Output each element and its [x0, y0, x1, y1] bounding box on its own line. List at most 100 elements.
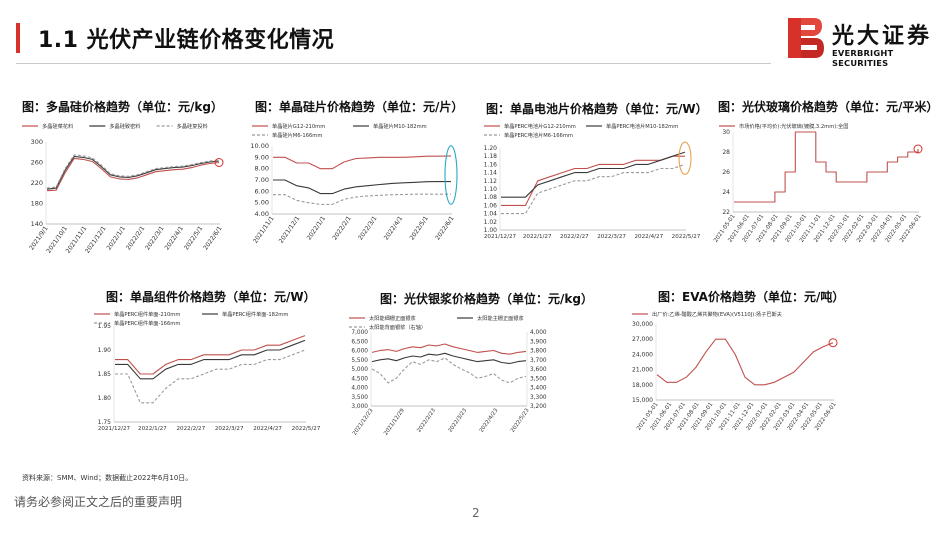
y-tick-label: 30,000: [632, 321, 653, 328]
y-tick-label: 1.00: [484, 227, 498, 234]
y-tick-label-right: 3,800: [530, 349, 547, 355]
legend-label: 单晶硅片G12-210mm: [272, 122, 325, 130]
y-tick-label: 1.18: [484, 153, 498, 160]
highlight-circle: [828, 338, 838, 348]
x-tick-label: 2022/4/23: [479, 408, 500, 434]
series-line-3: [273, 193, 451, 205]
y-tick-label: 5,500: [351, 358, 368, 364]
y-tick-label: 24: [722, 189, 730, 196]
x-tick-label: 2022/5/1: [408, 215, 430, 242]
series-line-3: [115, 349, 306, 404]
chart-title-module: 图：单晶组件价格趋势（单位：元/W）: [106, 290, 316, 304]
y-tick-label: 1.20: [484, 145, 498, 152]
chart-legend: 出厂价:乙烯-醋酸乙烯共聚物(EVA)(V5110J):扬子巴斯夫: [632, 310, 783, 318]
title-accent-bar: [16, 23, 20, 53]
chart-wafer: 单晶硅片G12-210mm 单晶硅片M10-182mm 单晶硅片M6-166mm 4.…: [238, 118, 460, 245]
legend-label: 太阳能背面银浆（右轴）: [369, 323, 426, 331]
page-number: 2: [472, 506, 480, 520]
legend-label: 多晶硅菜花料: [42, 122, 73, 130]
x-tick-label: 2021/12/27: [98, 426, 131, 432]
chart-legend: 单晶PERC电池片G12-210mm 单晶PERC电池片M10-182mm 单晶PE…: [484, 122, 678, 139]
y-tick-label: 5.00: [255, 199, 269, 207]
x-tick-label: 2022/1/27: [523, 234, 552, 240]
y-tick-label: 1.08: [484, 194, 498, 201]
chart-title-wafer: 图：单晶硅片价格趋势（单位：元/片）: [255, 100, 464, 114]
y-tick-label: 1.10: [484, 186, 498, 193]
y-tick-label-right: 3,200: [530, 404, 547, 410]
y-tick-label: 220: [31, 179, 43, 187]
header-divider: [16, 63, 771, 64]
highlight-circle: [214, 158, 224, 167]
y-tick-label: 180: [31, 200, 43, 208]
x-tick-label: 2022/5/23: [510, 408, 531, 434]
logo-text-en: EVERBRIGHT SECURITIES: [832, 48, 894, 68]
series-line-1: [501, 155, 685, 206]
chart-legend: 市场价格(平均价):光伏玻璃(镀膜,3.2mm):全国: [719, 122, 848, 130]
legend-label: 太阳能主栅正面银浆: [477, 314, 524, 322]
y-tick-label: 15,000: [632, 397, 653, 404]
legend-label: 单晶PERC组件单面-166mm: [114, 319, 180, 327]
x-tick-label: 2022/3/27: [215, 426, 244, 432]
legend-label: 多晶硅致密料: [109, 122, 140, 130]
x-tick-label: 2021/11/1: [252, 215, 276, 245]
series-line-1: [46, 157, 220, 192]
y-tick-label: 1.14: [484, 170, 498, 177]
legend-label: 单晶硅片M6-166mm: [272, 131, 322, 139]
chart-legend: 多晶硅菜花料 多晶硅致密料 多晶硅复投料: [22, 122, 208, 130]
x-tick-label: 2022/4/1: [383, 215, 405, 242]
legend-label: 单晶PERC电池片M6-166mm: [504, 131, 573, 139]
y-tick-label: 8.00: [255, 165, 269, 173]
y-tick-label-right: 3,700: [530, 358, 547, 364]
series-line-2: [115, 339, 306, 380]
y-tick-label-right: 3,900: [530, 339, 547, 345]
source-note: 资料来源：SMM、Wind；数据截止2022年6月10日。: [22, 474, 193, 482]
y-tick-label: 6.00: [255, 187, 269, 195]
y-tick-label: 260: [31, 159, 43, 167]
legend-label: 市场价格(平均价):光伏玻璃(镀膜,3.2mm):全国: [739, 122, 848, 130]
series-line-1: [656, 338, 834, 386]
highlight-circle: [913, 144, 923, 154]
highlight-ellipse: [678, 141, 692, 175]
x-tick-label: 2022/5/27: [672, 234, 701, 240]
logo-text-cn: 光大证券: [832, 24, 933, 49]
y-tick-label: 26: [722, 169, 730, 176]
y-tick-label: 1.75: [98, 419, 112, 426]
legend-label: 单晶PERC组件单面-182mm: [222, 310, 288, 318]
y-tick-label: 4,000: [351, 386, 368, 392]
y-tick-label: 1.85: [98, 371, 112, 378]
chart-glass: 市场价格(平均价):光伏玻璃(镀膜,3.2mm):全国 22 24 26 28 30 202…: [705, 118, 927, 244]
y-tick-label: 28: [722, 149, 730, 156]
y-tick-label: 5,000: [351, 367, 368, 373]
chart-polysilicon: 多晶硅菜花料 多晶硅致密料 多晶硅复投料 140 180 220 260 300 2021/9/…: [8, 118, 230, 255]
chart-legend: 单晶PERC组件单面-210mm 单晶PERC组件单面-182mm 单晶PERC组件…: [94, 310, 288, 327]
y-tick-label: 4,500: [351, 376, 368, 382]
y-tick-label-right: 4,000: [530, 330, 547, 336]
x-tick-label: 2022/3/1: [357, 215, 379, 242]
y-tick-label: 7,000: [351, 330, 368, 336]
y-tick-label: 18,000: [632, 382, 653, 389]
y-tick-label-right: 3,400: [530, 386, 547, 392]
y-tick-label-right: 3,300: [530, 395, 547, 401]
chart-title-glass: 图：光伏玻璃价格趋势（单位：元/平米）: [718, 100, 939, 114]
x-tick-label: 2021/12/29: [383, 407, 406, 436]
x-tick-label: 2021/12/27: [484, 234, 517, 240]
x-tick-label: 2022/4/27: [253, 426, 282, 432]
y-tick-label: 21,000: [632, 367, 653, 374]
y-tick-label: 27,000: [632, 336, 653, 343]
x-tick-label: 2022/2/27: [176, 426, 205, 432]
y-tick-label: 3,500: [351, 395, 368, 401]
x-tick-label: 2022/2/27: [560, 234, 589, 240]
y-tick-label: 22: [722, 209, 730, 216]
y-tick-label-right: 3,500: [530, 376, 547, 382]
x-tick-label: 2022/1/27: [138, 426, 167, 432]
chart-title-eva: 图：EVA价格趋势（单位：元/吨）: [658, 290, 845, 304]
x-tick-label: 2022/1/1: [306, 215, 328, 242]
chart-eva: 出厂价:乙烯-醋酸乙烯共聚物(EVA)(V5110J):扬子巴斯夫 15,000 1…: [618, 306, 848, 432]
x-tick-label: 2021/12/23: [352, 408, 375, 437]
everbright-logo-icon: [788, 18, 824, 58]
series-line-2: [501, 151, 686, 198]
x-tick-label: 2022/5/27: [292, 426, 321, 432]
series-line-1: [273, 155, 452, 170]
legend-label: 单晶硅片M10-182mm: [373, 122, 427, 130]
